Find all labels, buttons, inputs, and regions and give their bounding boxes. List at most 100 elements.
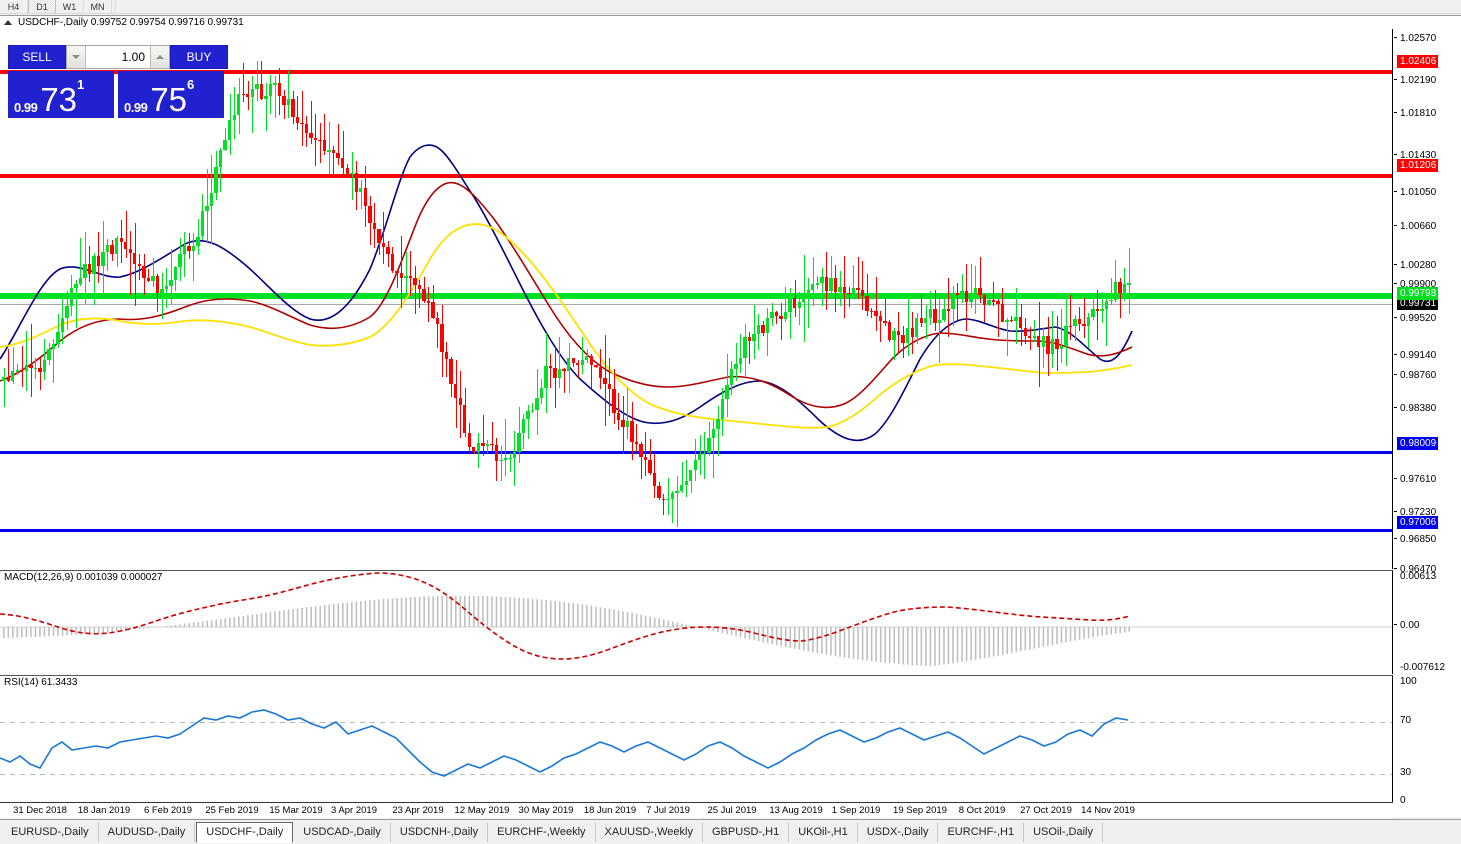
volume-increment-button[interactable]: [150, 46, 169, 68]
tab-usoil-daily[interactable]: USOil-,Daily: [1024, 822, 1103, 842]
candle-body: [481, 442, 485, 447]
candle-body: [381, 243, 386, 247]
chart-collapse-icon[interactable]: [4, 20, 12, 25]
macd-histogram-bar: [468, 595, 471, 627]
macd-histogram-bar: [1128, 627, 1131, 632]
sell-button[interactable]: SELL: [8, 45, 66, 69]
macd-histogram-bar: [685, 624, 688, 627]
buy-price-fraction: 6: [187, 77, 195, 92]
candle-wick: [582, 337, 584, 374]
resistance-level-label[interactable]: 1.01206: [1397, 159, 1439, 172]
macd-histogram-bar: [1033, 627, 1036, 649]
tab-xauusd-weekly[interactable]: XAUUSD-,Weekly: [596, 822, 703, 842]
macd-histogram-bar: [690, 625, 692, 627]
candle-wick: [979, 256, 981, 303]
macd-histogram-bar: [355, 601, 358, 627]
timeframe-h4[interactable]: H4: [0, 0, 28, 13]
timeframe-mn[interactable]: MN: [84, 0, 112, 13]
macd-histogram-bar: [369, 600, 371, 627]
macd-histogram-bar: [726, 627, 728, 635]
pivot-line[interactable]: [0, 293, 1392, 299]
tab-audusd-daily[interactable]: AUDUSD-,Daily: [99, 822, 196, 842]
candle-wick: [1106, 295, 1108, 346]
price-tick: 0.96470: [1400, 564, 1437, 575]
candle-body: [702, 453, 706, 455]
resistance-level-label[interactable]: 1.02406: [1397, 55, 1439, 68]
date-label: 18 Jan 2019: [77, 805, 131, 816]
candle-wick: [1083, 298, 1085, 339]
support-level-label[interactable]: 0.98009: [1397, 437, 1439, 450]
macd-histogram-bar: [658, 618, 660, 627]
tab-usdx-daily[interactable]: USDX-,Daily: [858, 822, 939, 842]
macd-panel[interactable]: MACD(12,26,9) 0.001039 0.000027: [0, 570, 1393, 674]
macd-histogram-bar: [224, 618, 227, 627]
macd-histogram-bar: [979, 627, 981, 659]
resistance-line-2[interactable]: [0, 174, 1392, 178]
volume-input[interactable]: 1.00: [121, 50, 145, 64]
macd-histogram-bar: [396, 598, 398, 627]
timeframe-w1[interactable]: W1: [56, 0, 84, 13]
candle-wick: [419, 280, 421, 308]
sell-price-quote[interactable]: 0.99 73 1: [8, 71, 114, 118]
candle-body: [589, 355, 593, 366]
timeframe-d1[interactable]: D1: [28, 0, 56, 13]
candle-body: [255, 84, 259, 89]
tab-eurchf-weekly[interactable]: EURCHF-,Weekly: [488, 822, 596, 842]
oct-quote-row: 0.99 73 1 0.99 75 6: [8, 71, 228, 118]
candle-body: [634, 441, 639, 444]
support-line-2[interactable]: [0, 529, 1392, 532]
pivot-level-label[interactable]: 0.99798: [1397, 287, 1439, 300]
tab-usdchf-daily[interactable]: USDCHF-,Daily: [196, 821, 294, 843]
date-label: 6 Feb 2019: [143, 805, 193, 816]
tab-usdcad-daily[interactable]: USDCAD-,Daily: [294, 822, 391, 842]
candle-body: [1122, 283, 1127, 294]
macd-histogram-bar: [192, 622, 195, 627]
macd-histogram-bar: [866, 627, 868, 661]
macd-histogram-bar: [269, 612, 272, 627]
rsi-scale: 100 70 30 0: [1394, 675, 1460, 806]
one-click-trading-panel[interactable]: SELL 1.00 BUY 0.99 73 1 0.99 75 6: [8, 45, 228, 120]
volume-decrement-button[interactable]: [67, 46, 86, 68]
rsi-panel[interactable]: RSI(14) 61.3433: [0, 675, 1393, 805]
candle-wick: [1043, 327, 1045, 368]
tab-eurchf-h1[interactable]: EURCHF-,H1: [938, 822, 1025, 842]
tab-ukoil-h1[interactable]: UKOil-,H1: [789, 822, 858, 842]
candle-body: [6, 376, 10, 382]
macd-histogram-bar: [43, 627, 46, 637]
price-scale[interactable]: 1.02570 1.02190 1.01810 1.01430 1.01050 …: [1394, 29, 1460, 575]
candle-body: [318, 139, 322, 142]
resistance-line-1[interactable]: [0, 70, 1392, 74]
rsi-label: RSI(14) 61.3433: [3, 677, 79, 688]
tab-eurusd-daily[interactable]: EURUSD-,Daily: [2, 822, 99, 842]
macd-histogram-bar: [807, 627, 810, 652]
macd-histogram-bar: [739, 627, 742, 638]
price-plot-area[interactable]: [0, 29, 1393, 569]
candle-body: [747, 337, 752, 342]
candle-body: [919, 317, 923, 324]
candle-body: [476, 442, 480, 452]
candle-body: [1050, 339, 1055, 354]
buy-button[interactable]: BUY: [170, 45, 228, 69]
tab-gbpusd-h1[interactable]: GBPUSD-,H1: [703, 822, 790, 842]
candle-wick: [550, 354, 552, 388]
macd-histogram-bar: [319, 605, 321, 627]
macd-histogram-bar: [536, 599, 538, 627]
volume-stepper[interactable]: 1.00: [66, 45, 170, 69]
candle-body: [598, 366, 603, 379]
rsi-level-30-line: [0, 774, 1392, 775]
candle-wick: [446, 341, 448, 378]
candle-body: [783, 312, 788, 319]
date-label: 7 Jul 2019: [646, 805, 690, 816]
candle-body: [811, 283, 815, 290]
macd-histogram-bar: [102, 627, 105, 633]
macd-histogram-bar: [798, 627, 801, 650]
buy-price-quote[interactable]: 0.99 75 6: [118, 71, 224, 118]
candle-body: [214, 166, 218, 193]
candle-wick: [315, 113, 317, 167]
macd-histogram-bar: [748, 627, 751, 640]
tab-usdcnh-daily[interactable]: USDCNH-,Daily: [391, 822, 489, 842]
candle-wick: [274, 75, 276, 119]
macd-histogram-bar: [351, 602, 353, 627]
macd-histogram-bar: [1015, 627, 1018, 653]
support-level-label[interactable]: 0.97006: [1397, 516, 1439, 529]
